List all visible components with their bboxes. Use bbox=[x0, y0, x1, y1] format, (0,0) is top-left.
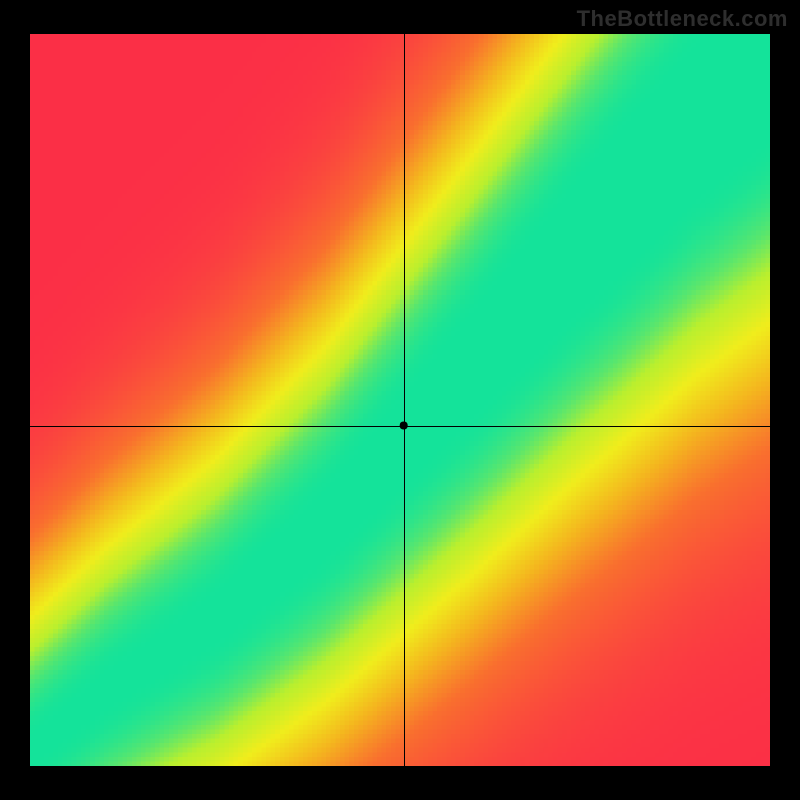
watermark-text: TheBottleneck.com bbox=[577, 6, 788, 32]
chart-frame: TheBottleneck.com bbox=[0, 0, 800, 800]
crosshair-overlay bbox=[30, 34, 770, 766]
